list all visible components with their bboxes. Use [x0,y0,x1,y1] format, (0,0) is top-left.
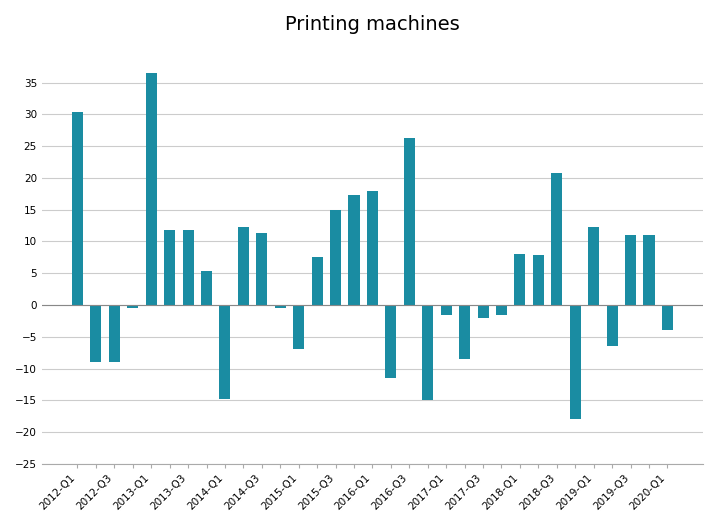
Bar [201,271,212,305]
Bar [127,305,139,308]
Bar [348,195,360,305]
Bar [330,210,341,305]
Bar [312,257,322,305]
Bar [164,230,175,305]
Bar [588,228,600,305]
Bar [182,230,194,305]
Bar [72,112,83,305]
Title: Printing machines: Printing machines [285,15,460,34]
Bar [459,305,470,359]
Bar [607,305,617,346]
Bar [238,227,249,305]
Bar [477,305,488,318]
Bar [441,305,452,315]
Bar [662,305,673,330]
Bar [90,305,101,362]
Bar [367,191,378,305]
Bar [146,73,157,305]
Bar [220,305,230,399]
Bar [533,256,544,305]
Bar [625,235,636,305]
Bar [256,232,267,305]
Bar [404,138,415,305]
Bar [514,254,526,305]
Bar [109,305,120,362]
Bar [569,305,581,419]
Bar [643,235,655,305]
Bar [551,173,562,305]
Bar [293,305,304,349]
Bar [386,305,396,378]
Bar [496,305,507,315]
Bar [422,305,433,401]
Bar [275,305,286,308]
